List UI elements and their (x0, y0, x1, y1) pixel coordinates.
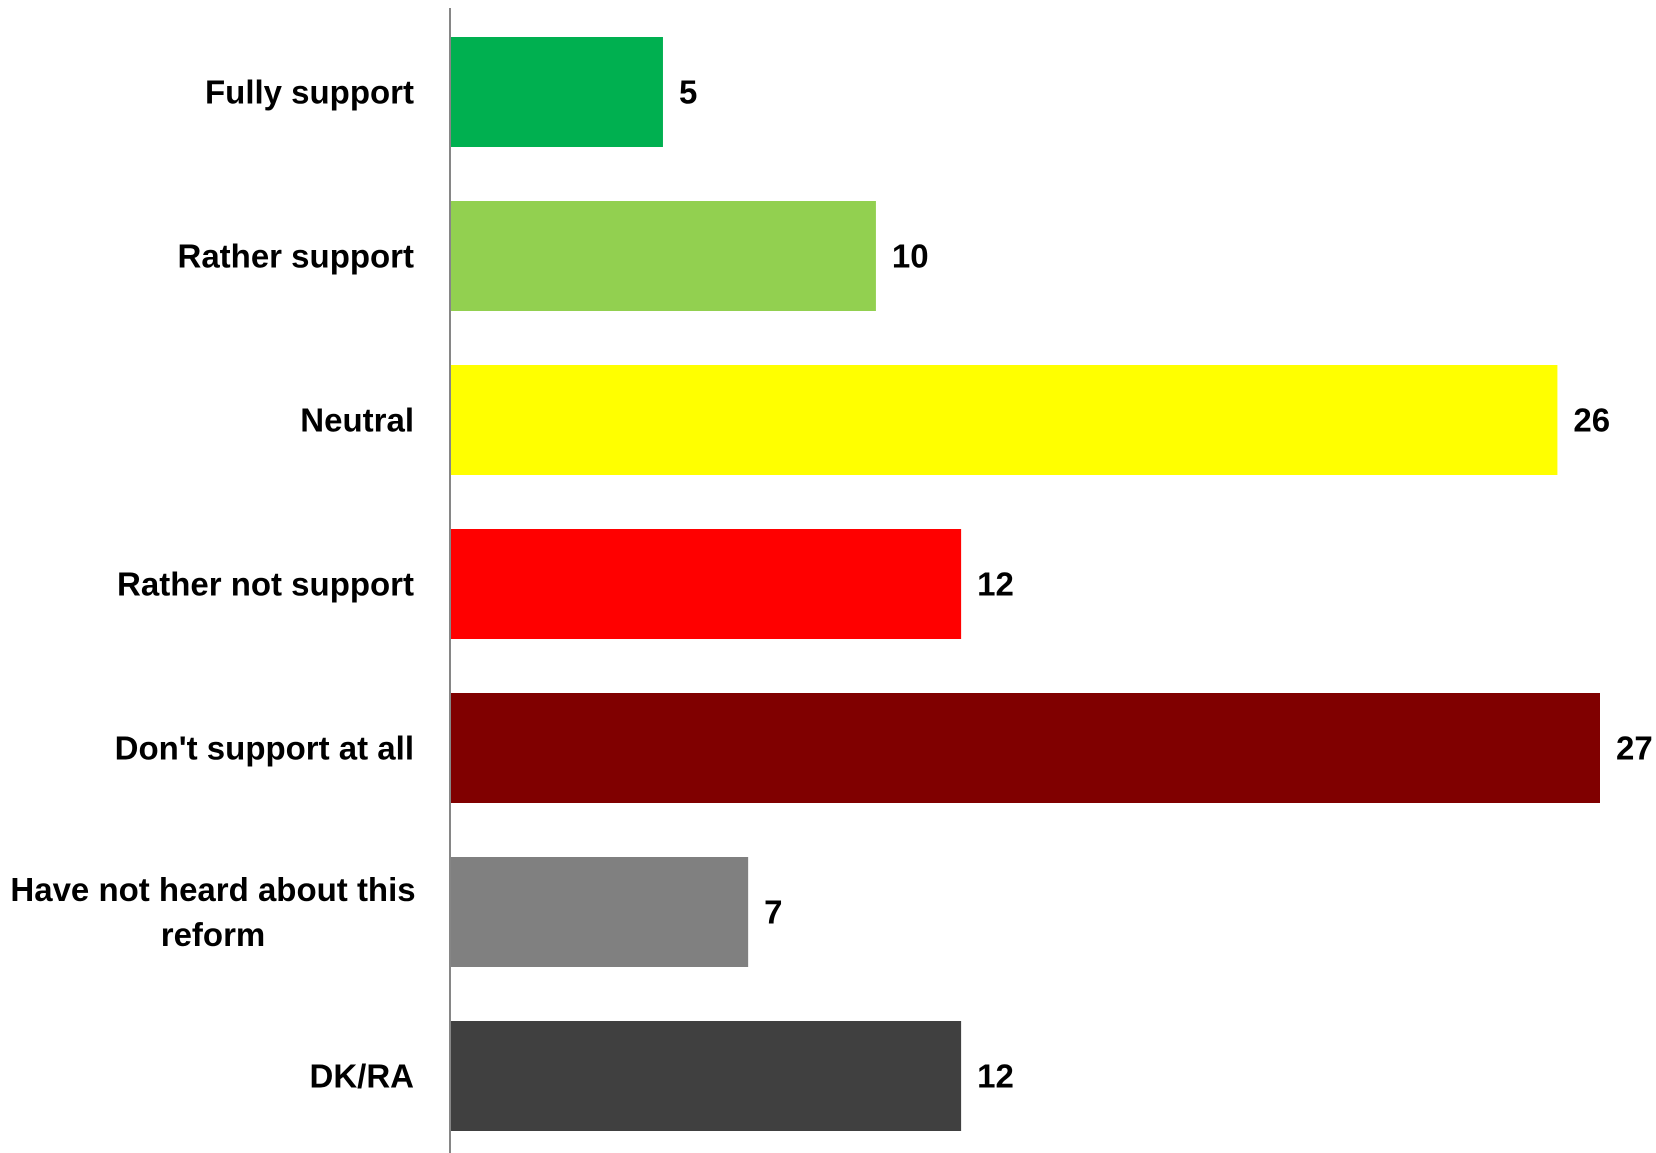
category-label-line: Don't support at all (115, 730, 414, 767)
value-labels-group: 5 10 26 12 27 7 12 (679, 74, 1653, 1095)
category-label: Fully support (205, 74, 414, 111)
category-label-line: Rather not support (117, 566, 414, 603)
category-label-line: Neutral (300, 402, 414, 439)
bar (450, 37, 663, 147)
category-label: Don't support at all (115, 730, 414, 767)
value-label: 10 (892, 238, 929, 275)
category-labels-group: Fully support Rather support Neutral Rather… (10, 74, 415, 1095)
category-label-line: Rather support (177, 238, 414, 275)
value-label: 26 (1573, 402, 1610, 439)
value-label: 5 (679, 74, 697, 111)
value-label: 12 (977, 566, 1014, 603)
category-label: DK/RA (310, 1058, 415, 1095)
value-label: 27 (1616, 730, 1653, 767)
bar (450, 201, 876, 311)
category-label-line: reform (161, 916, 266, 953)
category-label: Rather not support (117, 566, 414, 603)
category-label-line: DK/RA (310, 1058, 415, 1095)
category-label: Have not heard about this reform (10, 871, 415, 953)
value-label: 12 (977, 1058, 1014, 1095)
bar (450, 365, 1558, 475)
bar (450, 529, 962, 639)
bar (450, 693, 1600, 803)
category-label: Rather support (177, 238, 414, 275)
bar (450, 1021, 962, 1131)
value-label: 7 (764, 894, 782, 931)
category-label-line: Fully support (205, 74, 414, 111)
bar (450, 857, 749, 967)
category-label-line: Have not heard about this (10, 871, 415, 908)
category-label: Neutral (300, 402, 414, 439)
bars-group (450, 37, 1600, 1131)
